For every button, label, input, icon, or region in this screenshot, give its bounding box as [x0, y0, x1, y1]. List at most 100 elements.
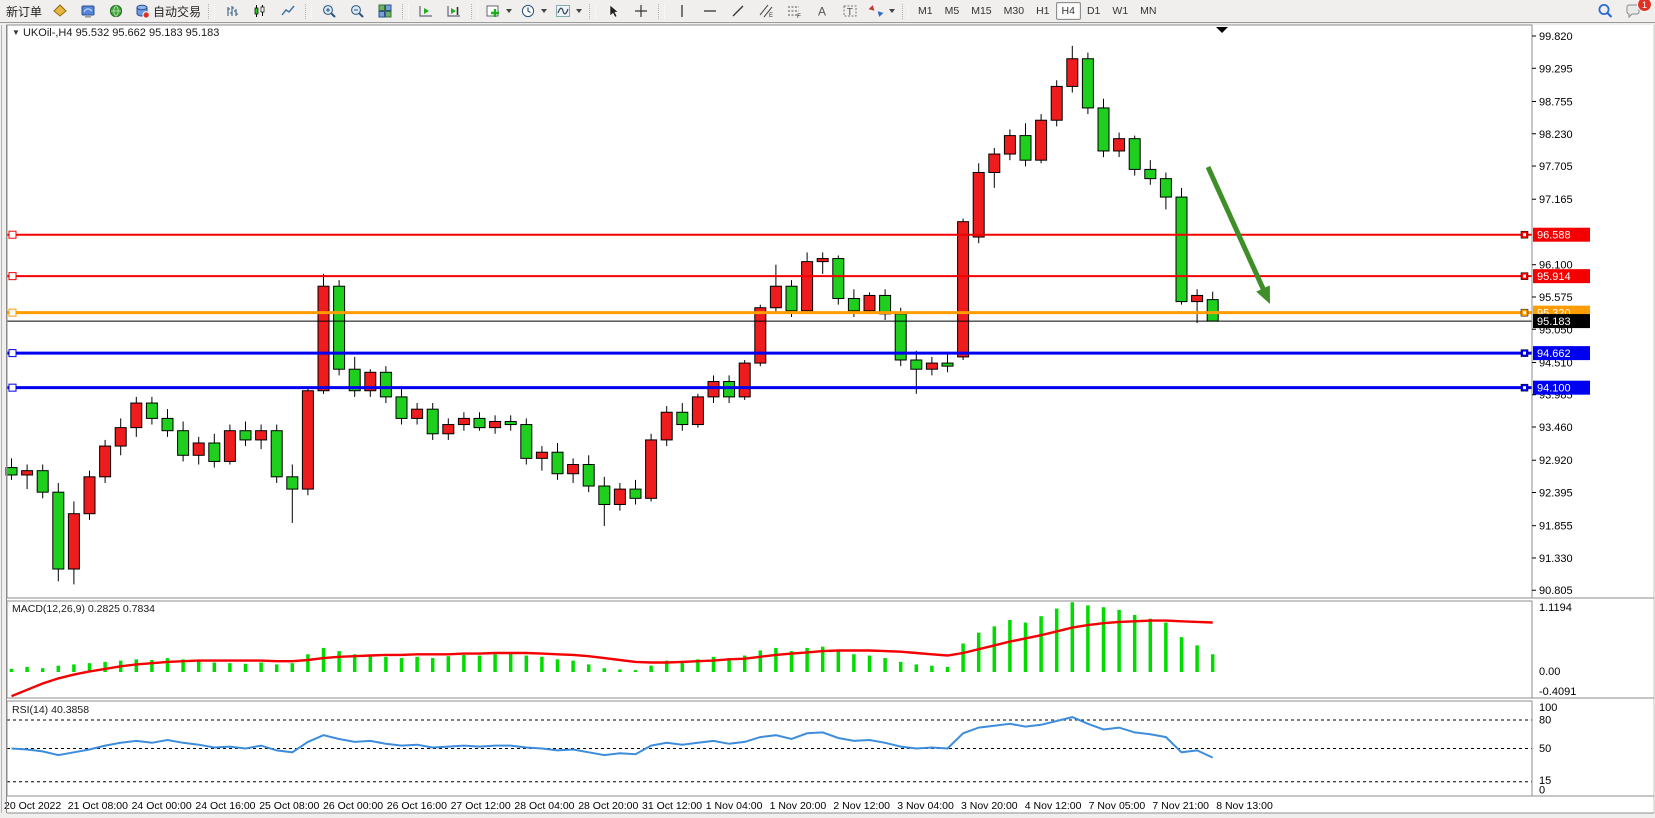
- line-left-handle[interactable]: [8, 272, 17, 281]
- price-badge-current-text: 95.183: [1537, 316, 1571, 328]
- candle-body: [473, 417, 486, 429]
- chat-unread-badge: 1: [1637, 0, 1652, 12]
- chat-button[interactable]: 1: [1619, 0, 1652, 22]
- price-tick-label: 96.100: [1539, 260, 1573, 272]
- chevron-down-icon: [541, 9, 548, 13]
- fibonacci-button[interactable]: F: [780, 0, 808, 22]
- candle-body: [208, 442, 221, 462]
- candle-body: [691, 396, 704, 426]
- price-tick-label: 98.230: [1539, 129, 1573, 141]
- line-left-handle[interactable]: [8, 230, 17, 239]
- candle-body: [769, 285, 782, 309]
- tab-timeframe-h1[interactable]: H1: [1036, 5, 1050, 17]
- rsi-axis-label: 0: [1539, 785, 1545, 797]
- candle-body: [223, 430, 236, 462]
- price-badge-support: [1533, 346, 1590, 361]
- line-left-handle[interactable]: [8, 383, 17, 392]
- crosshair-button[interactable]: [627, 0, 655, 22]
- cursor-button[interactable]: [599, 0, 627, 22]
- search-button[interactable]: [1591, 0, 1619, 22]
- tab-timeframe-m15[interactable]: M15: [971, 5, 992, 17]
- macd-pane-label: MACD(12,26,9) 0.2825 0.7834: [12, 603, 155, 615]
- time-axis-label: 3 Nov 04:00: [897, 800, 954, 812]
- search-icon: [1598, 4, 1613, 18]
- candle-body: [598, 485, 611, 505]
- candle-body: [613, 488, 626, 505]
- candle-body: [5, 467, 18, 476]
- candle-body: [1035, 119, 1048, 161]
- svg-text:E: E: [769, 13, 773, 19]
- candle-body: [317, 285, 330, 392]
- svg-text:T: T: [847, 7, 853, 18]
- tab-timeframe-w1[interactable]: W1: [1112, 5, 1129, 17]
- chart-shift-button[interactable]: [440, 0, 468, 22]
- new-order-button[interactable]: 新订单: [2, 0, 46, 22]
- price-tick-label: 95.575: [1539, 292, 1573, 304]
- candle-body: [863, 294, 876, 312]
- line-chart-button[interactable]: [274, 0, 302, 22]
- candle-body: [239, 430, 252, 441]
- tab-timeframe-m5[interactable]: M5: [944, 5, 960, 17]
- tab-timeframe-h4[interactable]: H4: [1055, 2, 1081, 20]
- tab-timeframe-m1[interactable]: M1: [918, 5, 933, 17]
- time-axis-label: 7 Nov 21:00: [1152, 800, 1209, 812]
- green-globe-icon[interactable]: [102, 0, 130, 22]
- price-tick-label: 97.165: [1539, 194, 1573, 206]
- candle-body: [785, 285, 798, 312]
- tab-timeframe-d1[interactable]: D1: [1086, 5, 1101, 17]
- blue-monitor-icon[interactable]: [74, 0, 102, 22]
- candle-body: [567, 464, 580, 475]
- price-tick-label: 94.510: [1539, 357, 1573, 369]
- line-left-handle[interactable]: [8, 349, 17, 358]
- zoom-in-button[interactable]: [315, 0, 343, 22]
- bar-chart-button[interactable]: [218, 0, 246, 22]
- price-badge-resistance: [1533, 269, 1590, 284]
- line-right-handle-dot: [1523, 386, 1526, 390]
- price-badge-resistance-text: 95.914: [1537, 271, 1571, 283]
- time-axis-label: 21 Oct 08:00: [68, 800, 128, 812]
- scroll-position-marker[interactable]: [1216, 27, 1228, 33]
- toolbar-separator: [305, 3, 313, 19]
- periods-clock-button[interactable]: [516, 0, 551, 22]
- price-badge-resistance-text: 96.588: [1537, 230, 1571, 242]
- horizontal-line-button[interactable]: [696, 0, 724, 22]
- objects-wave-button[interactable]: [551, 0, 586, 22]
- zoom-out-button[interactable]: [343, 0, 371, 22]
- auto-scroll-button[interactable]: [412, 0, 440, 22]
- candlestick-chart-button[interactable]: [246, 0, 274, 22]
- gold-prism-icon[interactable]: [46, 0, 74, 22]
- candle-body: [1019, 135, 1032, 161]
- vertical-line-button[interactable]: [668, 0, 696, 22]
- time-axis-label: 28 Oct 04:00: [514, 800, 574, 812]
- trendline-button[interactable]: [724, 0, 752, 22]
- candle-body: [411, 408, 424, 419]
- time-axis-label: 7 Nov 05:00: [1089, 800, 1146, 812]
- time-axis-label: 27 Oct 12:00: [451, 800, 511, 812]
- indicators-add-button[interactable]: [481, 0, 516, 22]
- arrows-button[interactable]: [864, 0, 899, 22]
- trend-arrow[interactable]: [1205, 165, 1270, 300]
- candle-body: [99, 445, 112, 478]
- price-tick-label: 97.705: [1539, 161, 1573, 173]
- equidistant-channel-button[interactable]: E: [752, 0, 780, 22]
- line-right-handle-dot: [1523, 351, 1526, 355]
- autotrade-button[interactable]: 自动交易: [130, 0, 205, 22]
- candle-body: [379, 371, 392, 398]
- text-label-button[interactable]: T: [836, 0, 864, 22]
- time-axis-label: 3 Nov 20:00: [961, 800, 1018, 812]
- chart-expander-icon[interactable]: ▼: [12, 28, 20, 37]
- tab-timeframe-mn[interactable]: MN: [1140, 5, 1157, 17]
- trend-arrow-head[interactable]: [1256, 285, 1277, 307]
- line-left-handle[interactable]: [8, 308, 17, 317]
- svg-text:A: A: [818, 5, 826, 19]
- time-axis-label: 1 Nov 20:00: [770, 800, 827, 812]
- price-chart[interactable]: 99.820 99.295 98.755 98.230 97.705 97.165 96.1…: [0, 23, 1655, 818]
- tile-windows-button[interactable]: [371, 0, 399, 22]
- tab-timeframe-m30[interactable]: M30: [1003, 5, 1025, 17]
- text-button[interactable]: A: [808, 0, 836, 22]
- candle-body: [754, 307, 767, 364]
- chart-background: [7, 25, 1654, 813]
- time-axis-label: 26 Oct 16:00: [387, 800, 447, 812]
- macd-axis-label: -0.4091: [1539, 686, 1576, 698]
- candle-body: [520, 424, 533, 459]
